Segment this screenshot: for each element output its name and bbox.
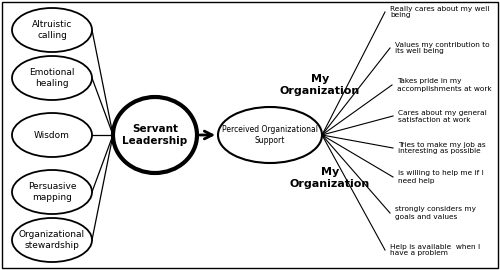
Text: Help is available  when I
have a problem: Help is available when I have a problem bbox=[390, 244, 480, 256]
Text: Organizational
stewardship: Organizational stewardship bbox=[19, 230, 85, 250]
Text: Values my contribution to
its well being: Values my contribution to its well being bbox=[395, 42, 490, 55]
Text: Emotional
healing: Emotional healing bbox=[29, 68, 75, 88]
Text: Servant
Leadership: Servant Leadership bbox=[122, 124, 188, 146]
Ellipse shape bbox=[218, 107, 322, 163]
Text: Perceived Organizational
Support: Perceived Organizational Support bbox=[222, 125, 318, 145]
Ellipse shape bbox=[12, 218, 92, 262]
Text: My
Organization: My Organization bbox=[290, 167, 370, 189]
Ellipse shape bbox=[113, 97, 197, 173]
Ellipse shape bbox=[12, 8, 92, 52]
Text: Cares about my general
satisfaction at work: Cares about my general satisfaction at w… bbox=[398, 110, 487, 123]
Text: Takes pride in my
accomplishments at work: Takes pride in my accomplishments at wor… bbox=[397, 79, 492, 92]
Ellipse shape bbox=[12, 170, 92, 214]
Text: Altruistic
calling: Altruistic calling bbox=[32, 20, 72, 40]
Ellipse shape bbox=[12, 113, 92, 157]
Text: Persuasive
mapping: Persuasive mapping bbox=[28, 182, 76, 202]
Text: Wisdom: Wisdom bbox=[34, 130, 70, 140]
Ellipse shape bbox=[12, 56, 92, 100]
Text: is willing to help me if I
need help: is willing to help me if I need help bbox=[398, 170, 484, 184]
Text: Really cares about my well
being: Really cares about my well being bbox=[390, 5, 490, 19]
Text: My
Organization: My Organization bbox=[280, 74, 360, 96]
Text: Tries to make my job as
interesting as possible: Tries to make my job as interesting as p… bbox=[398, 141, 486, 154]
Text: strongly considers my
goals and values: strongly considers my goals and values bbox=[395, 207, 476, 220]
